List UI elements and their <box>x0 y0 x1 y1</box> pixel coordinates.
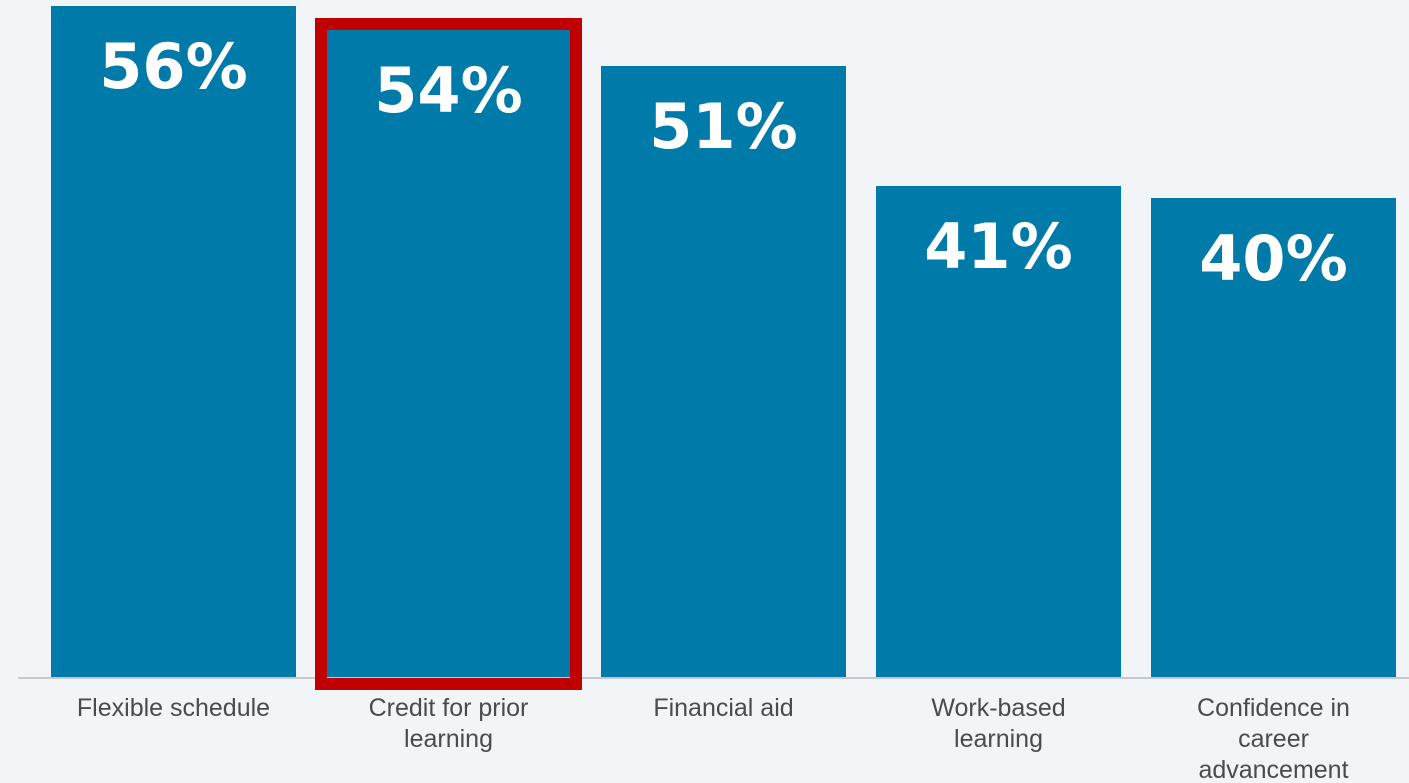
category-labels-group: Flexible schedule Credit for prior learnin… <box>77 694 1350 783</box>
category-label-line: Work-based <box>931 694 1065 722</box>
bar-4 <box>1151 198 1396 678</box>
category-label-line: career <box>1238 725 1309 753</box>
category-label-line: Confidence in <box>1197 694 1350 722</box>
bar-value-label-2: 51% <box>649 90 797 163</box>
highlight-box <box>315 18 582 690</box>
category-label-line: learning <box>404 725 493 753</box>
bar-3 <box>876 186 1121 678</box>
category-label-2: Financial aid <box>653 694 793 722</box>
bar-value-label-4: 40% <box>1199 222 1347 295</box>
bar-1 <box>326 30 571 678</box>
category-label-1: Credit for prior learning <box>369 694 529 753</box>
bars-group: 56% 54% 51% 41% 40% <box>51 6 1396 678</box>
category-label-line: learning <box>954 725 1043 753</box>
category-label-line: Flexible schedule <box>77 694 270 722</box>
category-label-line: advancement <box>1198 756 1348 783</box>
bar-2 <box>601 66 846 678</box>
bar-value-label-3: 41% <box>924 210 1072 283</box>
category-label-line: Credit for prior <box>369 694 529 722</box>
bar-value-label-1: 54% <box>374 54 522 127</box>
category-label-line: Financial aid <box>653 694 793 722</box>
category-label-3: Work-based learning <box>931 694 1065 753</box>
bar-value-label-0: 56% <box>99 30 247 103</box>
bar-0 <box>51 6 296 678</box>
category-label-0: Flexible schedule <box>77 694 270 722</box>
category-label-4: Confidence in career advancement <box>1197 694 1350 783</box>
